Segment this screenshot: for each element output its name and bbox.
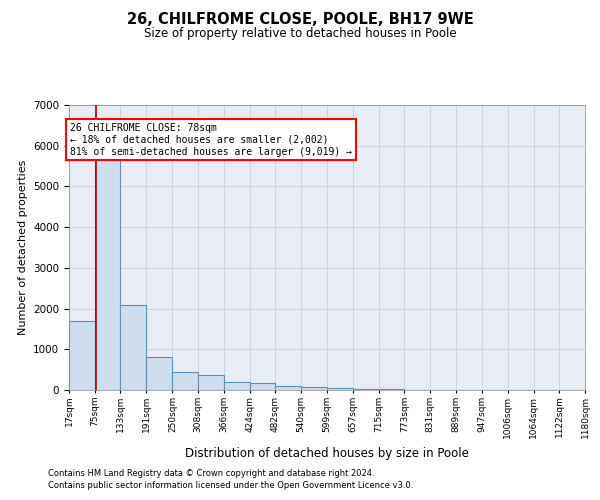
Bar [69, 321, 95, 390]
Bar [224, 382, 250, 390]
Bar [275, 386, 301, 390]
Bar [327, 388, 353, 390]
Text: Contains HM Land Registry data © Crown copyright and database right 2024.: Contains HM Land Registry data © Crown c… [48, 468, 374, 477]
Y-axis label: Number of detached properties: Number of detached properties [17, 160, 28, 335]
Text: Contains public sector information licensed under the Open Government Licence v3: Contains public sector information licen… [48, 481, 413, 490]
Bar [301, 387, 327, 390]
Bar [121, 304, 146, 390]
Text: 26, CHILFROME CLOSE, POOLE, BH17 9WE: 26, CHILFROME CLOSE, POOLE, BH17 9WE [127, 12, 473, 28]
Bar [353, 388, 379, 390]
Bar [146, 358, 172, 390]
Bar [198, 375, 224, 390]
Text: Distribution of detached houses by size in Poole: Distribution of detached houses by size … [185, 448, 469, 460]
Text: Size of property relative to detached houses in Poole: Size of property relative to detached ho… [143, 28, 457, 40]
Bar [172, 372, 198, 390]
Bar [95, 154, 121, 390]
Text: 26 CHILFROME CLOSE: 78sqm
← 18% of detached houses are smaller (2,002)
81% of se: 26 CHILFROME CLOSE: 78sqm ← 18% of detac… [70, 124, 352, 156]
Bar [250, 383, 275, 390]
